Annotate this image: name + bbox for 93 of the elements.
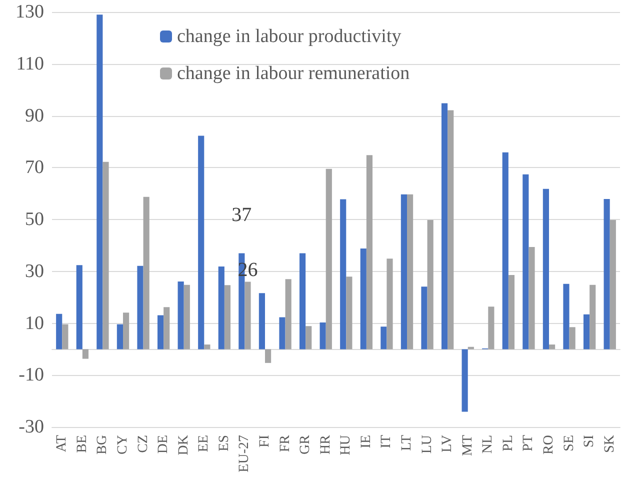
y-tick-label: 30 (25, 260, 44, 282)
bar (462, 349, 468, 412)
bar (123, 312, 130, 350)
bar (299, 253, 306, 350)
bar (198, 136, 204, 350)
bar (96, 14, 103, 350)
bar (427, 220, 434, 350)
y-tick-label: 50 (25, 209, 44, 230)
x-tick-label: CY (116, 435, 130, 454)
bar (157, 315, 164, 350)
bar (522, 174, 529, 350)
bar (502, 152, 508, 350)
x-tick-label: HU (338, 435, 354, 456)
x-tick-label: IT (379, 434, 394, 448)
x-tick-label: BG (95, 435, 110, 454)
bar (258, 293, 265, 350)
bar (590, 284, 596, 350)
legend-label: change in labour remuneration (177, 63, 410, 84)
bar (441, 103, 448, 350)
bar (360, 248, 366, 350)
x-tick-label: GR (298, 434, 314, 454)
x-tick-label: EU-27 (237, 435, 252, 472)
x-tick-label: PT (521, 434, 536, 452)
bar (340, 199, 346, 350)
legend-label: change in labour productivity (177, 26, 402, 47)
x-tick-label: NL (480, 435, 496, 454)
bar (224, 285, 231, 350)
bar (279, 317, 286, 350)
bar (184, 284, 190, 350)
bar (488, 306, 494, 350)
bar (604, 199, 610, 350)
bar (306, 326, 312, 350)
x-tick-label: LV (440, 435, 456, 452)
bar (326, 168, 332, 350)
x-tick-label: MT (460, 434, 476, 456)
x-tick-label: PL (500, 435, 516, 452)
bar (380, 326, 387, 350)
bar (137, 266, 144, 350)
bar (407, 194, 414, 350)
bar (583, 314, 590, 350)
x-tick-label: AT (54, 434, 70, 452)
data-label: 37 (232, 204, 252, 226)
x-tick-label: LT (400, 434, 414, 451)
x-tick-label: HR (318, 434, 334, 454)
bar (542, 188, 549, 350)
bar (285, 279, 292, 350)
bar (178, 281, 184, 350)
bar (320, 322, 326, 350)
bar (386, 258, 393, 350)
bar (610, 220, 616, 350)
bar (56, 314, 62, 350)
bar (244, 282, 251, 350)
x-tick-label: DE (156, 435, 172, 454)
bar (549, 344, 556, 350)
bar (421, 286, 428, 350)
bar (265, 349, 272, 363)
y-tick-label: -10 (18, 364, 44, 386)
bar (204, 344, 210, 350)
bar (508, 275, 515, 350)
y-tick-label: 90 (25, 105, 44, 126)
bar (164, 307, 170, 350)
x-tick-label: BE (74, 435, 90, 453)
bar (569, 327, 576, 350)
bar (346, 276, 352, 350)
x-tick-label: SK (602, 435, 618, 453)
x-tick-label: CZ (136, 435, 151, 453)
bar (102, 162, 109, 350)
x-tick-label: EE (196, 435, 212, 452)
y-tick-label: 130 (16, 2, 44, 22)
x-tick-label: IE (358, 435, 374, 448)
bar (563, 284, 570, 350)
bar (76, 265, 82, 350)
bar (82, 349, 89, 359)
bar (143, 196, 150, 350)
x-tick-label: SE (562, 435, 577, 452)
bar (218, 266, 224, 350)
bar (366, 155, 373, 350)
x-tick-label: SI (582, 434, 598, 448)
bar (62, 324, 68, 350)
x-tick-label: LU (420, 435, 435, 454)
x-tick-label: RO (542, 435, 556, 454)
y-tick-label: 70 (25, 157, 44, 178)
bar (448, 110, 454, 350)
bar (400, 194, 407, 350)
y-tick-label: -30 (18, 416, 44, 438)
x-tick-label: ES (216, 435, 232, 452)
x-tick-label: FR (278, 434, 293, 452)
bar (528, 246, 535, 350)
x-tick-label: FI (258, 434, 272, 448)
y-tick-label: 10 (25, 312, 44, 334)
x-tick-label: DK (176, 435, 192, 456)
y-tick-label: 110 (16, 53, 44, 74)
bar (116, 324, 123, 350)
